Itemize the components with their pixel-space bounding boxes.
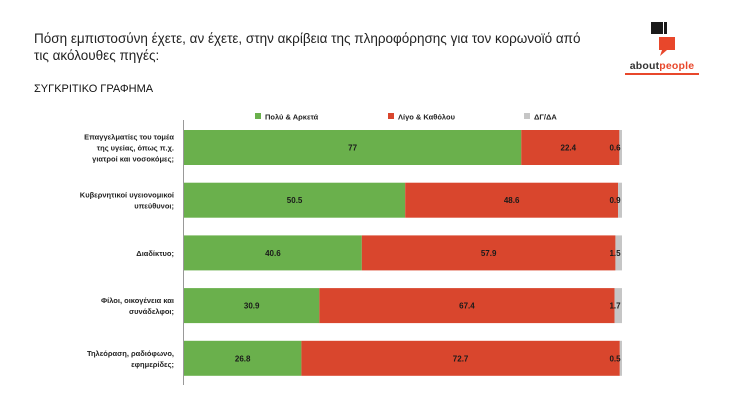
about-people-logo: aboutpeople	[622, 20, 702, 75]
logo-underline	[625, 73, 699, 75]
bar-segment-3-1	[184, 235, 362, 271]
data-label-1-2: 22.4	[561, 144, 577, 153]
logo-wordmark: aboutpeople	[629, 60, 695, 72]
data-label-2-1: 50.5	[287, 196, 303, 205]
category-label-2-line-2: υπεύθυνοι;	[134, 202, 174, 211]
bar-segment-5-2	[301, 340, 620, 376]
data-label-1-3: 0.6	[609, 144, 621, 153]
data-label-2-2: 48.6	[504, 196, 520, 205]
data-label-3-3: 1.5	[609, 249, 621, 258]
category-label-5-line-1: Τηλεόραση, ραδιόφωνο,	[87, 349, 174, 358]
data-label-5-1: 26.8	[235, 354, 251, 363]
bar-segment-2-3	[618, 182, 622, 218]
category-label-1-line-1: Επαγγελματίες του τομέα	[84, 133, 174, 142]
bar-segment-4-3	[614, 288, 622, 324]
data-label-4-1: 30.9	[244, 302, 260, 311]
bar-segment-4-2	[319, 288, 615, 324]
legend-label-1: Πολύ & Αρκετά	[265, 113, 319, 122]
bar-segment-3-2	[361, 235, 616, 271]
data-label-3-2: 57.9	[481, 249, 497, 258]
data-label-5-3: 0.5	[609, 354, 621, 363]
legend-swatch-2	[388, 113, 394, 119]
bar-segment-1-3	[619, 130, 622, 165]
category-label-2-line-1: Κυβερνητικοί υγειονομικοί	[80, 191, 174, 200]
category-label-4-line-2: συνάδελφοι;	[129, 307, 174, 316]
bar-segment-2-1	[184, 182, 406, 218]
bar-segment-5-3	[619, 340, 622, 376]
category-label-3-line-1: Διαδίκτυο;	[136, 249, 174, 258]
legend-swatch-3	[524, 113, 530, 119]
bar-segment-5-1	[184, 340, 302, 376]
bar-segment-4-1	[184, 288, 320, 324]
legend-label-3: ΔΓ/ΔΑ	[534, 113, 557, 122]
bar-segment-3-3	[615, 235, 622, 271]
category-label-1-line-3: γιατροί και νοσοκόμες;	[92, 155, 174, 164]
bar-segment-2-2	[405, 182, 619, 218]
data-label-2-3: 0.9	[609, 196, 621, 205]
data-label-1-1: 77	[348, 144, 357, 153]
page-title: Πόση εμπιστοσύνη έχετε, αν έχετε, στην α…	[34, 31, 581, 63]
data-label-4-3: 1.7	[609, 302, 621, 311]
legend-label-2: Λίγο & Καθόλου	[398, 113, 456, 122]
category-label-4-line-1: Φίλοι, οικογένεια και	[101, 296, 174, 305]
bar-segment-1-1	[184, 130, 522, 165]
speech-bubble-icon	[651, 22, 675, 56]
data-label-5-2: 72.7	[453, 354, 469, 363]
data-label-3-1: 40.6	[265, 249, 281, 258]
category-label-1-line-2: της υγείας, όπως π.χ.	[97, 144, 174, 153]
legend-swatch-1	[255, 113, 261, 119]
bar-segment-1-2	[521, 130, 620, 165]
category-label-5-line-2: εφημερίδες;	[131, 360, 174, 369]
data-label-4-2: 67.4	[459, 302, 475, 311]
chart-subtitle: ΣΥΓΚΡΙΤΙΚΟ ΓΡΑΦΗΜΑ	[34, 83, 154, 95]
